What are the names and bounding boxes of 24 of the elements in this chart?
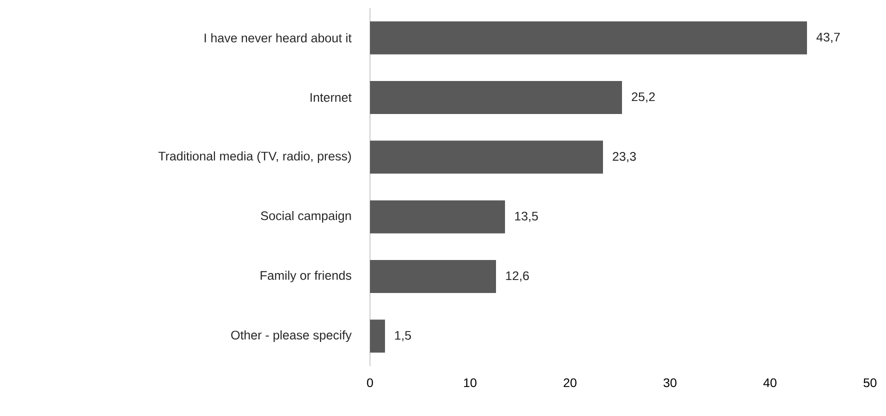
bar	[370, 21, 808, 54]
x-tick-label: 30	[664, 378, 676, 388]
y-tick-label: Social campaign	[260, 211, 351, 223]
y-tick-label: Family or friends	[260, 270, 352, 282]
y-tick-label: Internet	[310, 93, 352, 102]
data-label: 25,2	[632, 92, 655, 103]
data-label: 13,5	[515, 212, 538, 222]
data-label: 23,3	[612, 152, 636, 162]
bar	[370, 81, 622, 114]
bar	[370, 260, 496, 294]
y-tick-label: I have never heard about it	[204, 33, 352, 42]
x-tick-label: 0	[367, 378, 373, 388]
y-tick-label: Other - please specify	[231, 330, 352, 342]
data-label: 1,5	[395, 331, 411, 342]
x-tick-label: 50	[864, 378, 876, 388]
bar	[370, 320, 386, 353]
x-tick-label: 20	[564, 378, 576, 388]
data-label: 12,6	[506, 271, 529, 282]
data-label: 43,7	[816, 32, 840, 43]
x-tick-label: 40	[763, 378, 776, 388]
bar	[370, 200, 506, 234]
y-tick-label: Traditional media (TV, radio, press)	[158, 151, 351, 163]
x-tick-label: 10	[464, 378, 476, 388]
bar	[370, 140, 604, 174]
